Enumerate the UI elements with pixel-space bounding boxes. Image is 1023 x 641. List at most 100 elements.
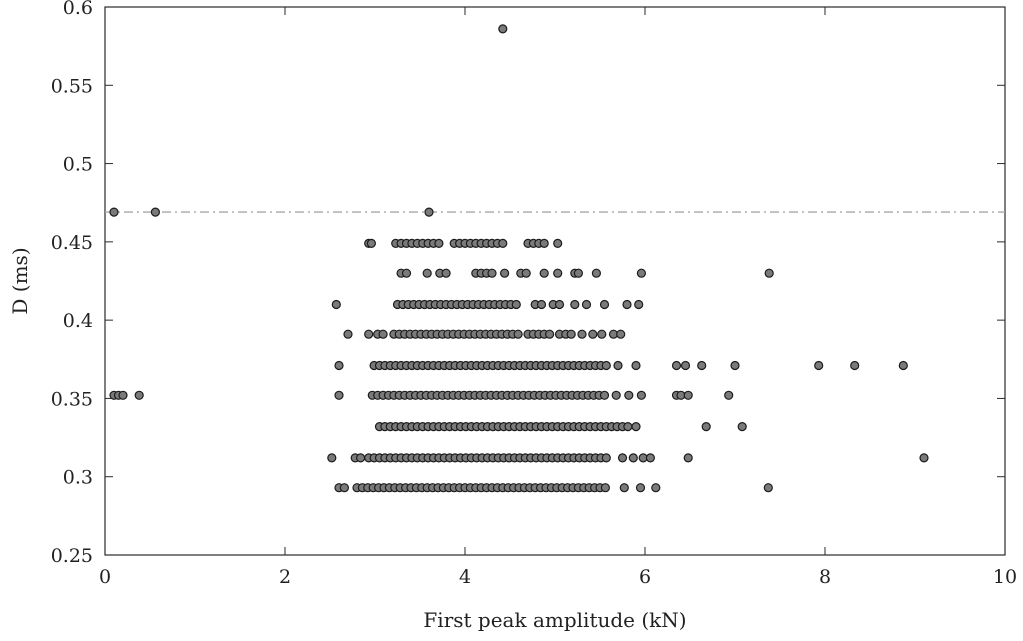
- y-tick-label: 0.4: [63, 310, 93, 332]
- x-axis-label: First peak amplitude (kN): [423, 608, 686, 632]
- data-point: [636, 268, 647, 278]
- data-points: [109, 24, 929, 493]
- data-point: [334, 360, 344, 371]
- y-tick-label: 0.35: [51, 388, 93, 410]
- data-point: [624, 390, 634, 400]
- data-point: [671, 360, 682, 371]
- x-tick-label: 4: [459, 566, 471, 588]
- data-point: [588, 329, 598, 339]
- data-point: [544, 329, 555, 339]
- data-point: [601, 453, 611, 463]
- data-point: [498, 238, 508, 248]
- y-tick-label: 0.25: [51, 545, 93, 567]
- x-tick-label: 2: [279, 566, 291, 588]
- data-point: [513, 329, 523, 339]
- data-point: [334, 390, 344, 400]
- y-tick-label: 0.3: [63, 467, 93, 489]
- data-point: [631, 360, 641, 371]
- data-point: [601, 360, 611, 371]
- y-tick-label: 0.6: [63, 0, 93, 19]
- data-point: [651, 483, 661, 493]
- data-point: [553, 268, 563, 278]
- data-point: [724, 390, 734, 400]
- data-point: [150, 207, 160, 217]
- data-point: [730, 360, 740, 371]
- data-point: [487, 268, 497, 278]
- x-tick-label: 6: [639, 566, 651, 588]
- data-point: [343, 329, 353, 339]
- data-point: [619, 483, 629, 493]
- data-point: [327, 453, 337, 463]
- data-point: [539, 268, 549, 278]
- data-point: [635, 483, 646, 493]
- data-point: [378, 329, 388, 339]
- data-point: [628, 453, 638, 463]
- data-point: [623, 422, 633, 432]
- data-point: [597, 329, 607, 339]
- data-point: [356, 453, 366, 463]
- data-point: [498, 24, 508, 34]
- data-point: [364, 329, 374, 339]
- data-point: [434, 238, 444, 248]
- data-point: [737, 422, 747, 432]
- data-point: [636, 390, 647, 400]
- data-point: [401, 268, 412, 278]
- data-point: [600, 483, 611, 493]
- y-tick-label: 0.55: [51, 75, 93, 97]
- data-point: [539, 238, 549, 248]
- data-point: [617, 453, 628, 463]
- data-point: [570, 299, 580, 310]
- data-point: [573, 268, 584, 278]
- data-point: [441, 268, 451, 278]
- data-point: [581, 299, 592, 310]
- data-point: [814, 360, 824, 371]
- data-point: [599, 390, 610, 400]
- data-point: [764, 268, 774, 278]
- y-axis-ticks: 0.25 0.3 0.35 0.4 0.45 0.5 0.55 0.6: [51, 0, 1005, 567]
- data-point: [680, 360, 691, 371]
- data-point: [919, 453, 929, 463]
- y-tick-label: 0.5: [63, 154, 93, 176]
- data-point: [683, 453, 693, 463]
- data-point: [366, 238, 376, 248]
- y-axis-label: D (ms): [8, 247, 32, 314]
- data-point: [424, 207, 434, 217]
- data-point: [611, 390, 621, 400]
- data-point: [634, 299, 644, 310]
- data-point: [645, 453, 656, 463]
- data-point: [591, 268, 602, 278]
- data-point: [134, 390, 144, 400]
- x-tick-label: 0: [99, 566, 111, 588]
- data-point: [697, 360, 707, 371]
- data-point: [599, 299, 610, 310]
- data-point: [616, 329, 626, 339]
- data-point: [631, 422, 641, 432]
- data-point: [422, 268, 432, 278]
- data-point: [339, 483, 349, 493]
- data-point: [566, 329, 576, 339]
- data-point: [553, 238, 563, 248]
- data-point: [763, 483, 773, 493]
- x-tick-label: 10: [993, 566, 1017, 588]
- x-tick-label: 8: [819, 566, 831, 588]
- data-point: [521, 268, 531, 278]
- data-point: [701, 422, 711, 432]
- data-point: [331, 299, 341, 310]
- data-point: [898, 360, 908, 371]
- plot-area-frame: [104, 6, 1006, 556]
- data-point: [613, 360, 623, 371]
- data-point: [500, 268, 510, 278]
- data-point: [850, 360, 860, 371]
- data-point: [536, 299, 547, 310]
- data-point: [554, 299, 565, 310]
- data-point: [109, 207, 119, 217]
- data-point: [622, 299, 632, 310]
- x-axis-ticks: 0 2 4 6 8 10: [99, 7, 1017, 588]
- data-point: [577, 329, 587, 339]
- data-point: [118, 390, 128, 400]
- data-point: [683, 390, 693, 400]
- y-tick-label: 0.45: [51, 232, 93, 254]
- data-point: [511, 299, 521, 310]
